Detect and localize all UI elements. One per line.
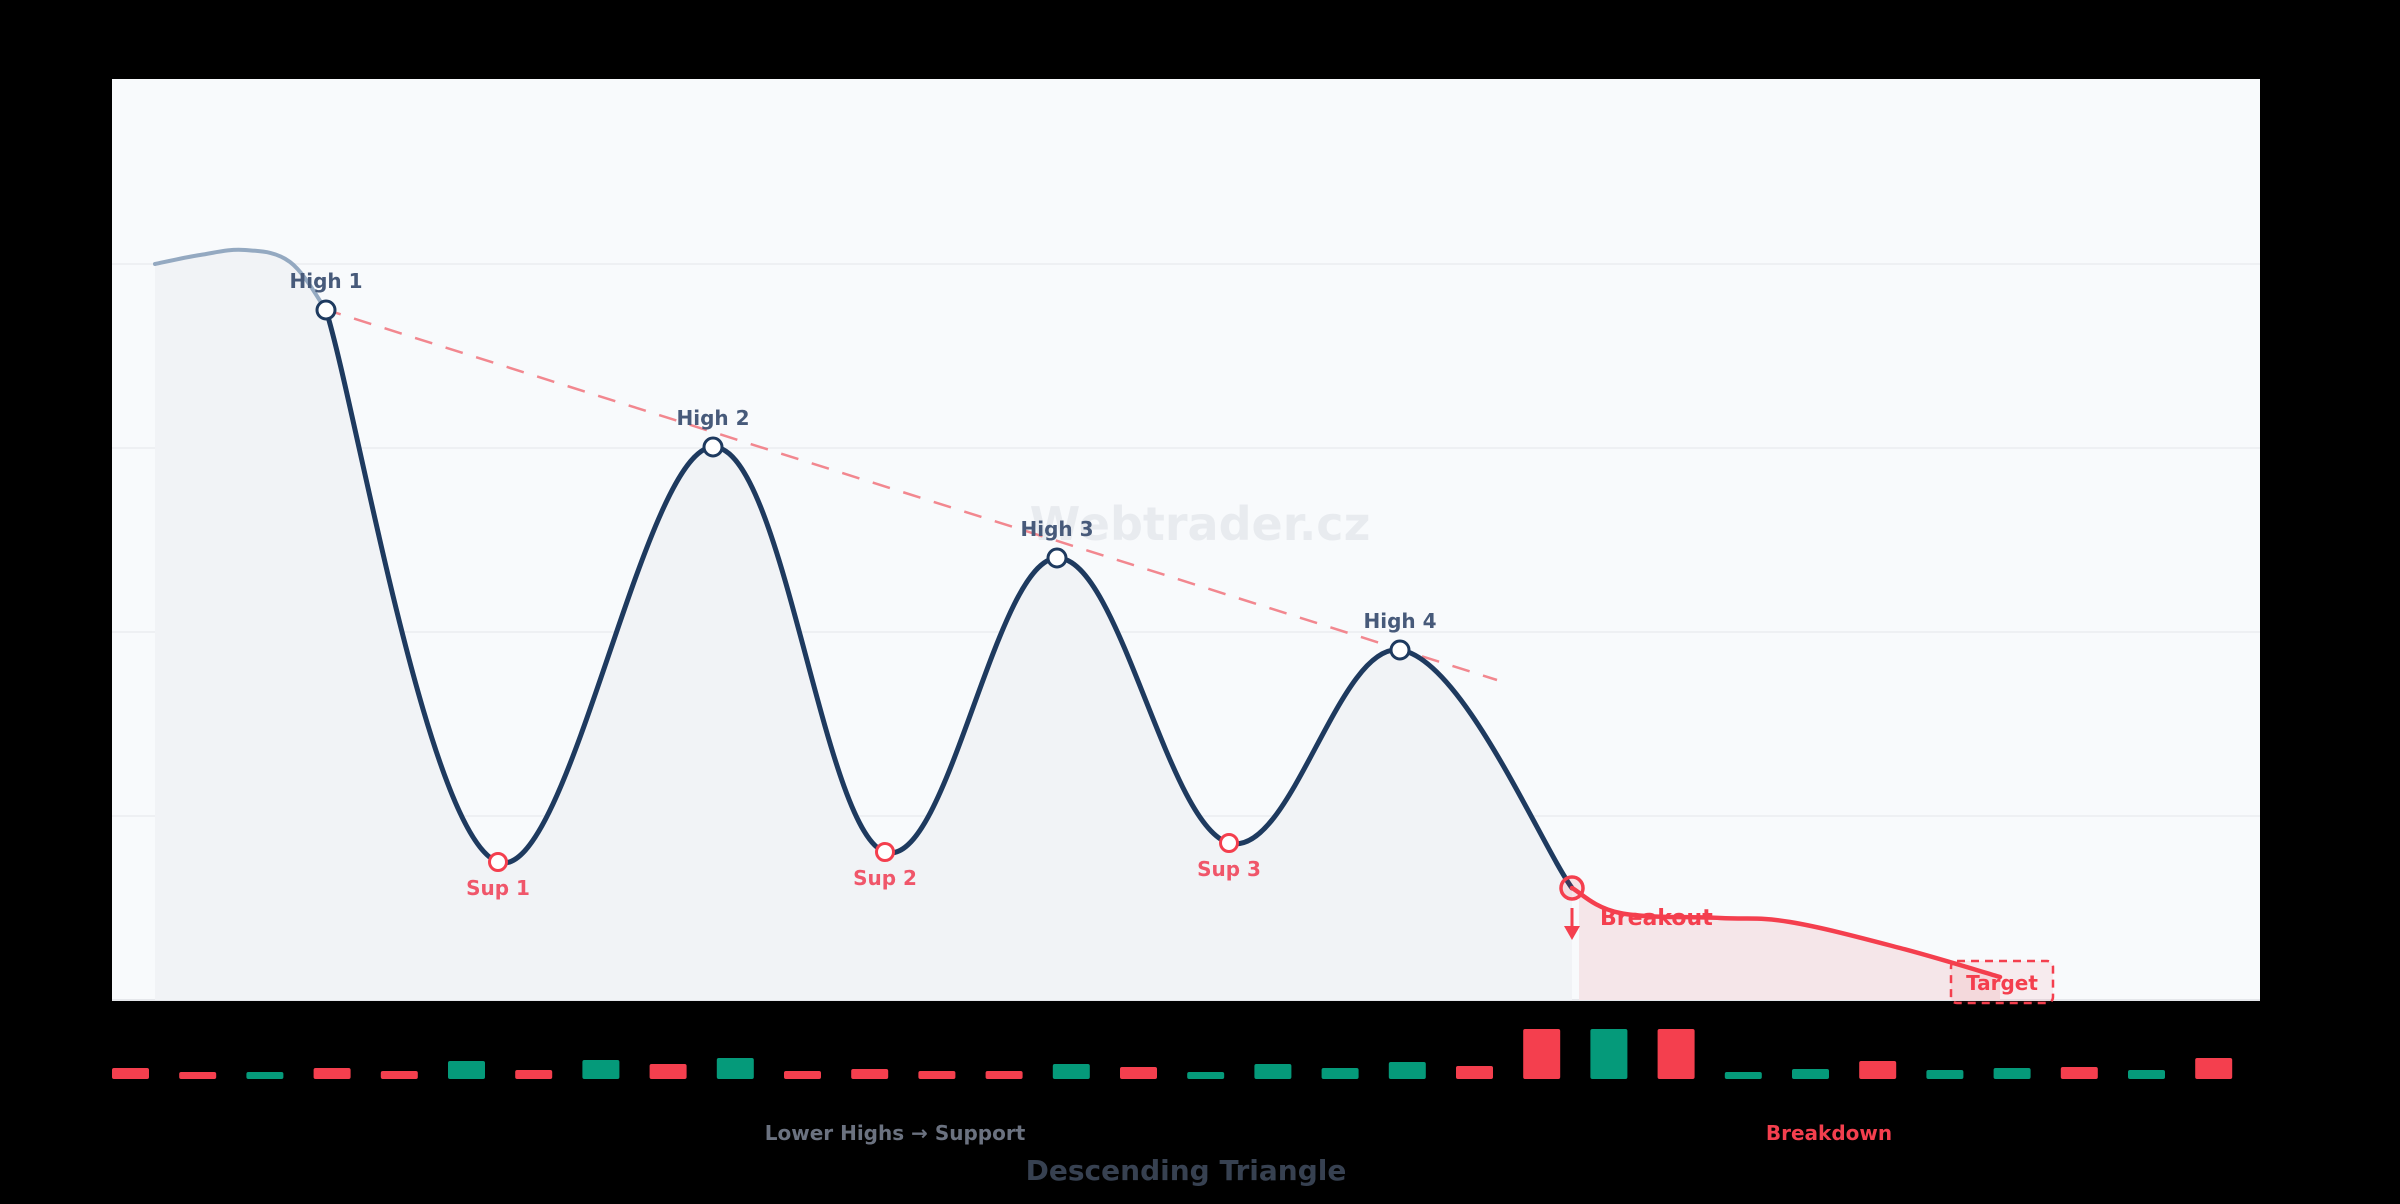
volume-bar [918, 1071, 956, 1079]
lead-in-line [153, 247, 328, 312]
volume-bar [2195, 1058, 2233, 1079]
volume-bars [112, 1029, 2233, 1079]
volume-bar [1052, 1064, 1090, 1079]
high-label: High 1 [289, 269, 362, 293]
volume-bar [1590, 1029, 1628, 1079]
volume-bar [716, 1058, 754, 1079]
price-series [153, 247, 2003, 1001]
resistance-trendline [231, 278, 1498, 682]
volume-bar [784, 1071, 821, 1079]
volume-bar [985, 1071, 1023, 1079]
volume-bar [179, 1072, 217, 1079]
volume-bar [1657, 1029, 1695, 1079]
volume-bar [112, 1068, 149, 1079]
volume-bar [313, 1068, 351, 1079]
caption-breakdown: Breakdown [1766, 1121, 1892, 1145]
breakdown-line [1569, 885, 2003, 980]
high-marker [1389, 639, 1411, 661]
volume-bar [1456, 1066, 1493, 1079]
high-marker [702, 436, 724, 458]
target-label: Target [1966, 971, 2038, 995]
volume-bar [246, 1072, 284, 1079]
volume-bar [1792, 1069, 1829, 1079]
support-marker [488, 852, 508, 872]
volume-bar [582, 1060, 620, 1079]
volume-bar [851, 1069, 889, 1079]
volume-bar [1187, 1072, 1225, 1079]
volume-bar [649, 1064, 687, 1079]
volume-bar [1523, 1029, 1561, 1079]
lead-in-area [155, 249, 326, 1001]
price-area [326, 310, 1572, 1000]
arrow-down-icon [1564, 926, 1580, 940]
high-label: High 3 [1020, 517, 1093, 541]
volume-bar [2060, 1067, 2098, 1079]
high-marker [315, 299, 337, 321]
high-label: High 4 [1363, 609, 1436, 633]
support-label: Sup 1 [466, 876, 530, 900]
breakout-marker [1559, 875, 1585, 901]
support-marker [1219, 833, 1239, 853]
support-label: Sup 2 [853, 866, 917, 890]
volume-bar [1321, 1068, 1359, 1079]
volume-bar [448, 1061, 485, 1079]
volume-bar [2128, 1070, 2165, 1079]
support-marker [875, 842, 895, 862]
caption-lower-highs: Lower Highs → Support [765, 1121, 1026, 1145]
high-label: High 2 [676, 406, 749, 430]
chart-title: Descending Triangle [1026, 1154, 1347, 1187]
volume-bar [1120, 1067, 1157, 1079]
target-box [1949, 959, 2055, 1005]
watermark: Webtrader.cz [1030, 497, 1371, 551]
volume-bar [1926, 1070, 1964, 1079]
volume-bar [380, 1071, 418, 1079]
volume-bar [515, 1070, 553, 1079]
support-label: Sup 3 [1197, 857, 1261, 881]
high-marker [1046, 547, 1068, 569]
volume-bar [1859, 1061, 1897, 1079]
volume-bar [1724, 1072, 1762, 1079]
volume-bar [1254, 1064, 1292, 1079]
volume-bar [1388, 1062, 1426, 1079]
volume-bar [1993, 1068, 2031, 1079]
breakdown-area [1572, 888, 2000, 1000]
pivot-markers: High 1 High 2 High 3 High 4 Sup 1 Sup 2 Sup 3 B… [289, 269, 2055, 1005]
breakout-label: Breakout [1600, 906, 1713, 931]
